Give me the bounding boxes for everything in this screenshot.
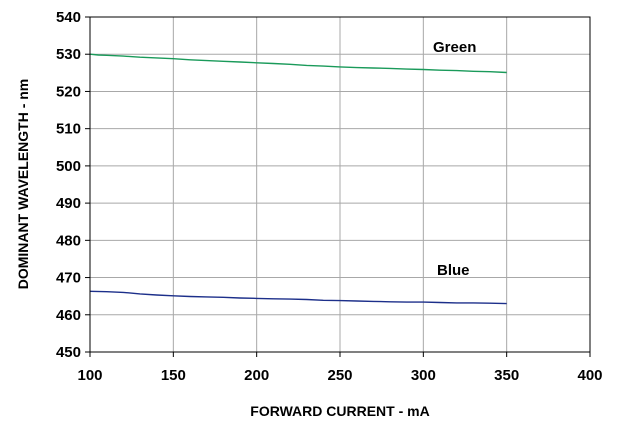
y-tick-label: 500: [56, 158, 81, 175]
y-tick-label: 530: [56, 46, 81, 63]
y-tick-label: 480: [56, 232, 81, 249]
y-tick-label: 450: [56, 344, 81, 361]
x-tick-label: 300: [411, 367, 436, 384]
x-tick-label: 200: [244, 367, 269, 384]
x-tick-label: 100: [77, 367, 102, 384]
x-tick-label: 250: [327, 367, 352, 384]
y-tick-label: 470: [56, 270, 81, 287]
x-axis-title: FORWARD CURRENT - mA: [250, 403, 429, 419]
x-tick-label: 350: [494, 367, 519, 384]
y-tick-label: 510: [56, 121, 81, 138]
y-axis-title: DOMINANT WAVELENGTH - nm: [15, 79, 31, 290]
x-tick-label: 400: [577, 367, 602, 384]
series-label-blue: Blue: [437, 262, 470, 279]
y-tick-label: 540: [56, 9, 81, 26]
y-tick-label: 520: [56, 83, 81, 100]
y-tick-label: 460: [56, 307, 81, 324]
series-label-green: Green: [433, 39, 476, 56]
x-tick-label: 150: [161, 367, 186, 384]
y-tick-labels: 450 460 470 480 490 500 510 520 530 540: [56, 9, 81, 361]
x-tick-labels: 100 150 200 250 300 350 400: [77, 367, 602, 384]
y-tick-label: 490: [56, 195, 81, 212]
